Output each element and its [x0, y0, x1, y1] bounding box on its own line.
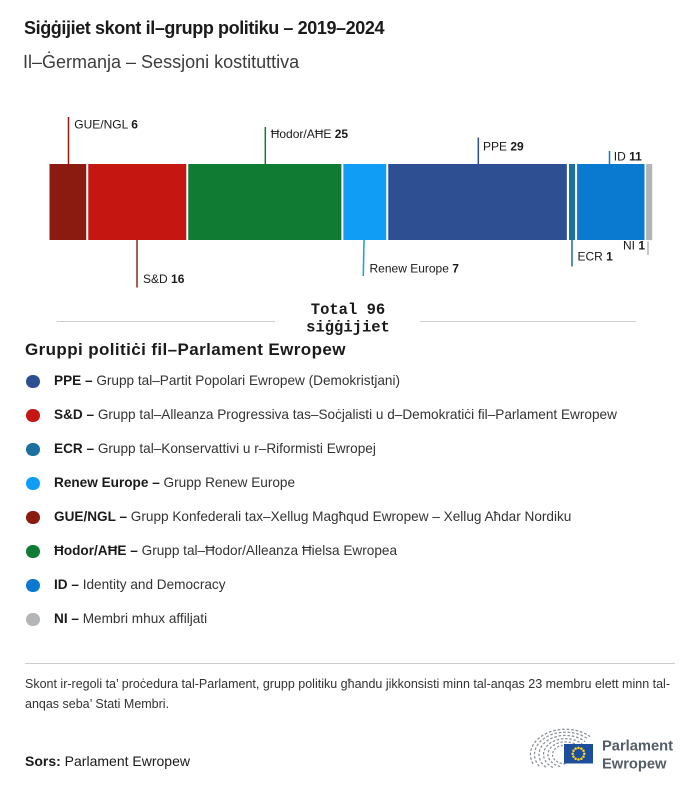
svg-text:PPE 29: PPE 29 — [483, 140, 524, 154]
svg-text:GUE/NGL 6: GUE/NGL 6 — [74, 117, 138, 131]
svg-text:siġġijiet: siġġijiet — [306, 319, 390, 337]
svg-text:Ewropew: Ewropew — [602, 756, 667, 772]
svg-text:S&D 16: S&D 16 — [143, 272, 185, 286]
svg-text:Parlament: Parlament — [602, 738, 673, 754]
svg-text:ECR 1: ECR 1 — [578, 250, 614, 264]
svg-text:ID 11: ID 11 — [614, 150, 642, 164]
svg-text:Total 96: Total 96 — [311, 301, 385, 319]
svg-text:Renew Europe 7: Renew Europe 7 — [370, 262, 460, 276]
svg-text:Ħodor/AĦE 25: Ħodor/AĦE 25 — [271, 127, 349, 141]
svg-text:NI 1: NI 1 — [623, 239, 645, 253]
